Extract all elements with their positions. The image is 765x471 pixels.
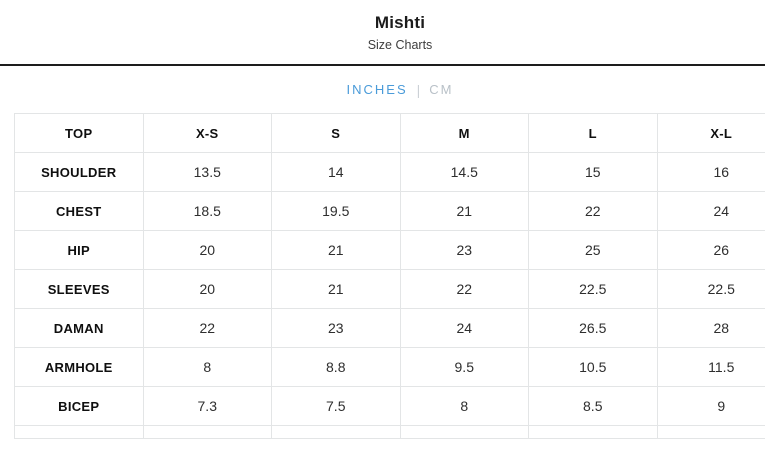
column-header-xl: X-L xyxy=(656,113,765,153)
size-cell: 21 xyxy=(271,230,401,270)
empty-cell xyxy=(399,425,529,439)
size-cell: 8 xyxy=(399,386,529,426)
size-cell: 23 xyxy=(271,308,401,348)
size-cell: 21 xyxy=(271,269,401,309)
table-row-armhole: ARMHOLE 8 8.8 9.5 10.5 11.5 xyxy=(14,347,765,387)
empty-cell xyxy=(14,425,144,439)
empty-cell xyxy=(656,425,765,439)
table-row-chest: CHEST 18.5 19.5 21 22 24 xyxy=(14,191,765,231)
size-cell: 19.5 xyxy=(271,191,401,231)
size-table: TOP X-S S M L X-L SHOULDER 13.5 14 14.5 … xyxy=(14,113,765,439)
column-header-l: L xyxy=(528,113,658,153)
row-label: SHOULDER xyxy=(14,152,144,192)
unit-separator: | xyxy=(416,81,421,98)
tab-cm[interactable]: CM xyxy=(429,82,454,97)
size-cell: 9 xyxy=(656,386,765,426)
size-cell: 22.5 xyxy=(528,269,658,309)
size-cell: 8.5 xyxy=(528,386,658,426)
table-row-bicep: BICEP 7.3 7.5 8 8.5 9 xyxy=(14,386,765,426)
size-cell: 8 xyxy=(142,347,272,387)
size-cell: 14 xyxy=(271,152,401,192)
empty-cell xyxy=(528,425,658,439)
table-row-hip: HIP 20 21 23 25 26 xyxy=(14,230,765,270)
size-cell: 15 xyxy=(528,152,658,192)
size-cell: 20 xyxy=(142,230,272,270)
size-cell: 25 xyxy=(528,230,658,270)
column-header-s: S xyxy=(271,113,401,153)
row-label: HIP xyxy=(14,230,144,270)
size-cell: 11.5 xyxy=(656,347,765,387)
page-subtitle: Size Charts xyxy=(367,38,433,52)
size-cell: 22 xyxy=(399,269,529,309)
page-title: Mishti xyxy=(374,13,426,32)
size-cell: 7.3 xyxy=(142,386,272,426)
empty-row xyxy=(14,425,765,439)
size-cell: 22.5 xyxy=(656,269,765,309)
size-cell: 22 xyxy=(142,308,272,348)
empty-cell xyxy=(142,425,272,439)
size-cell: 26.5 xyxy=(528,308,658,348)
unit-toggle: INCHES | CM xyxy=(0,66,765,113)
column-header-m: M xyxy=(399,113,529,153)
size-cell: 26 xyxy=(656,230,765,270)
table-row-shoulder: SHOULDER 13.5 14 14.5 15 16 xyxy=(14,152,765,192)
row-label: SLEEVES xyxy=(14,269,144,309)
column-header-xs: X-S xyxy=(142,113,272,153)
table-row-sleeves: SLEEVES 20 21 22 22.5 22.5 xyxy=(14,269,765,309)
row-label: BICEP xyxy=(14,386,144,426)
size-cell: 9.5 xyxy=(399,347,529,387)
tab-inches[interactable]: INCHES xyxy=(346,82,408,97)
size-cell: 16 xyxy=(656,152,765,192)
size-cell: 18.5 xyxy=(142,191,272,231)
row-label: CHEST xyxy=(14,191,144,231)
chart-header: Mishti Size Charts xyxy=(0,0,765,66)
size-cell: 20 xyxy=(142,269,272,309)
size-cell: 23 xyxy=(399,230,529,270)
row-label: DAMAN xyxy=(14,308,144,348)
size-cell: 24 xyxy=(399,308,529,348)
size-cell: 8.8 xyxy=(271,347,401,387)
size-cell: 22 xyxy=(528,191,658,231)
column-header-top: TOP xyxy=(14,113,144,153)
table-header-row: TOP X-S S M L X-L xyxy=(14,113,765,153)
row-label: ARMHOLE xyxy=(14,347,144,387)
table-row-daman: DAMAN 22 23 24 26.5 28 xyxy=(14,308,765,348)
size-cell: 10.5 xyxy=(528,347,658,387)
size-cell: 21 xyxy=(399,191,529,231)
size-cell: 28 xyxy=(656,308,765,348)
size-cell: 24 xyxy=(656,191,765,231)
size-cell: 7.5 xyxy=(271,386,401,426)
size-cell: 13.5 xyxy=(142,152,272,192)
empty-cell xyxy=(271,425,401,439)
size-cell: 14.5 xyxy=(399,152,529,192)
